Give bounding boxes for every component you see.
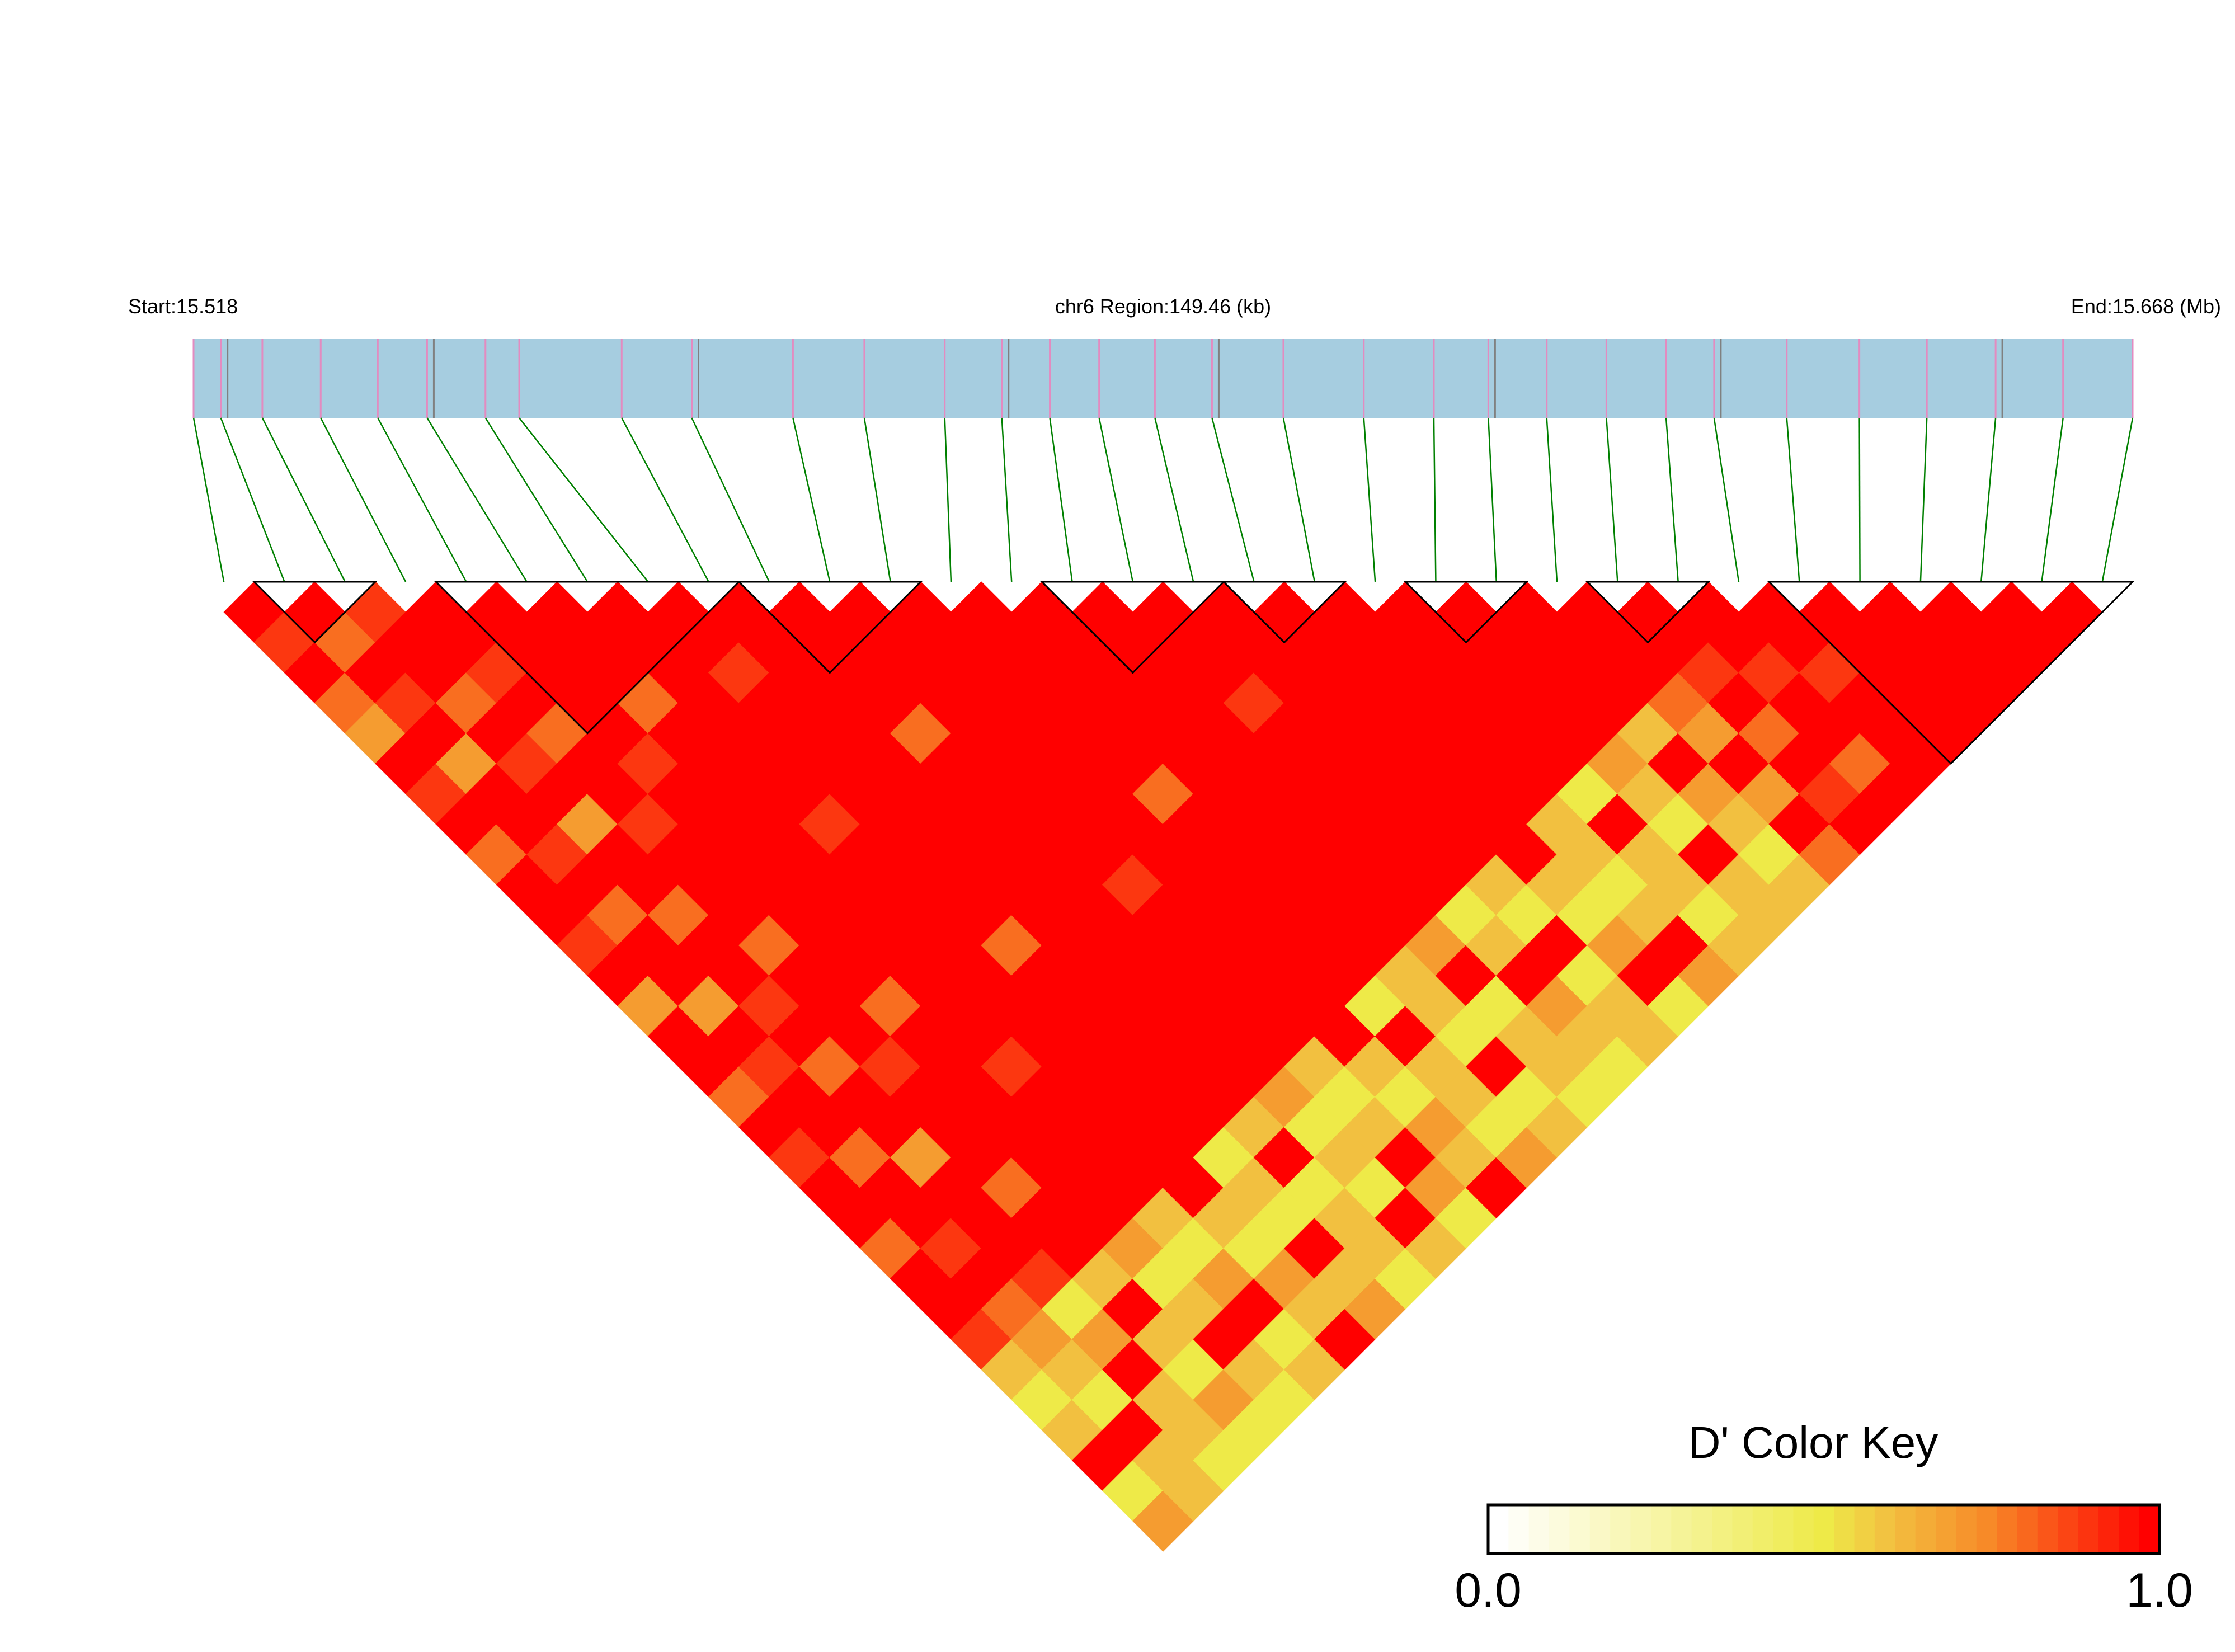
color-key-swatch (1610, 1505, 1631, 1554)
snp-connector-lines (192, 417, 2134, 582)
color-key-border (1486, 1503, 2161, 1555)
snp-connector-line (1001, 417, 1013, 582)
snp-connector-line (621, 417, 709, 582)
color-key-swatch (1956, 1505, 1977, 1554)
color-key-swatch (1732, 1505, 1753, 1554)
color-key-swatch (2098, 1505, 2120, 1554)
color-key-swatch (1793, 1505, 1814, 1554)
snp-connector-line (792, 417, 831, 582)
color-key-bar (1486, 1503, 2161, 1555)
color-key-swatch (1549, 1505, 1570, 1554)
color-key-swatch (1589, 1505, 1611, 1554)
region-start-label: Start:15.518 (128, 295, 238, 318)
snp-connector-line (1488, 417, 1497, 582)
color-key-swatch (1834, 1505, 1855, 1554)
color-key-swatch (1874, 1505, 1896, 1554)
color-key-swatch (1854, 1505, 1875, 1554)
snp-connector-line (1433, 417, 1437, 582)
snp-connector-line (1713, 417, 1740, 582)
color-key-swatch (1936, 1505, 1957, 1554)
snp-connector-line (1786, 417, 1800, 582)
snp-connector-line (192, 417, 225, 582)
ld-block-outline (1221, 581, 1347, 644)
color-key-swatch (2139, 1505, 2160, 1554)
ld-block-outline (1767, 581, 2135, 765)
color-key-swatch (1691, 1505, 1712, 1554)
color-key-swatch (1488, 1505, 1509, 1554)
color-key-swatch (1630, 1505, 1651, 1554)
color-key-swatch (2119, 1505, 2140, 1554)
ld-block-outline (1585, 581, 1711, 644)
color-key-swatch (1997, 1505, 2018, 1554)
snp-connector-line (1665, 417, 1679, 582)
color-key-swatch (1773, 1505, 1794, 1554)
color-key-swatch (1528, 1505, 1550, 1554)
region-end-label: End:15.668 (Mb) (2071, 295, 2221, 318)
color-key-swatch (2078, 1505, 2099, 1554)
snp-connector-line (377, 417, 467, 582)
color-key-swatch (1976, 1505, 1998, 1554)
color-key-swatch (1915, 1505, 1936, 1554)
snp-connector-line (1606, 417, 1618, 582)
color-key-swatch (1650, 1505, 1672, 1554)
snp-connector-line (426, 417, 528, 582)
snp-connector-line (2041, 417, 2064, 582)
color-key-swatch (1895, 1505, 1916, 1554)
snp-connector-line (1154, 417, 1194, 582)
color-key-swatch (2017, 1505, 2038, 1554)
color-key-min-label: 0.0 (1455, 1564, 1522, 1617)
snp-connector-line (691, 417, 770, 582)
ld-cells (223, 581, 2103, 1552)
snp-connector-line (1980, 417, 1997, 582)
region-length-label: chr6 Region:149.46 (kb) (1055, 295, 1271, 318)
color-key-swatch (1712, 1505, 1733, 1554)
gene-track (192, 339, 2134, 418)
gene-track-background (194, 339, 2133, 418)
color-key-title: D' Color Key (1688, 1418, 1938, 1467)
ld-block-outline (1403, 581, 1529, 644)
snp-connector-line (1049, 417, 1073, 582)
color-key-swatch (1569, 1505, 1591, 1554)
color-key-swatch (1813, 1505, 1835, 1554)
color-key-swatch (2058, 1505, 2079, 1554)
color-key-swatch (2037, 1505, 2059, 1554)
color-key-max-label: 1.0 (2126, 1564, 2193, 1617)
snp-connector-line (220, 417, 285, 582)
snp-connector-line (863, 417, 891, 582)
color-key-swatch (1508, 1505, 1530, 1554)
ld-block-outline (434, 581, 741, 735)
color-key-swatch (1752, 1505, 1774, 1554)
snp-connector-line (1211, 417, 1255, 582)
snp-connector-line (1282, 417, 1316, 582)
snp-connector-line (1546, 417, 1558, 582)
snp-connector-line (320, 417, 407, 582)
snp-connector-line (484, 417, 589, 582)
ld-block-outlines (252, 581, 2135, 765)
ld-block-outline (737, 581, 923, 674)
snp-connector-line (261, 417, 346, 582)
color-key-swatch (1671, 1505, 1692, 1554)
snp-connector-line (944, 417, 952, 582)
snp-connector-line (2101, 417, 2134, 582)
snp-connector-line (519, 417, 649, 582)
snp-connector-line (1098, 417, 1134, 582)
ld-block-outline (252, 581, 378, 644)
ld-block-outline (1039, 581, 1226, 674)
snp-connector-line (1919, 417, 1928, 582)
snp-connector-line (1363, 417, 1376, 582)
